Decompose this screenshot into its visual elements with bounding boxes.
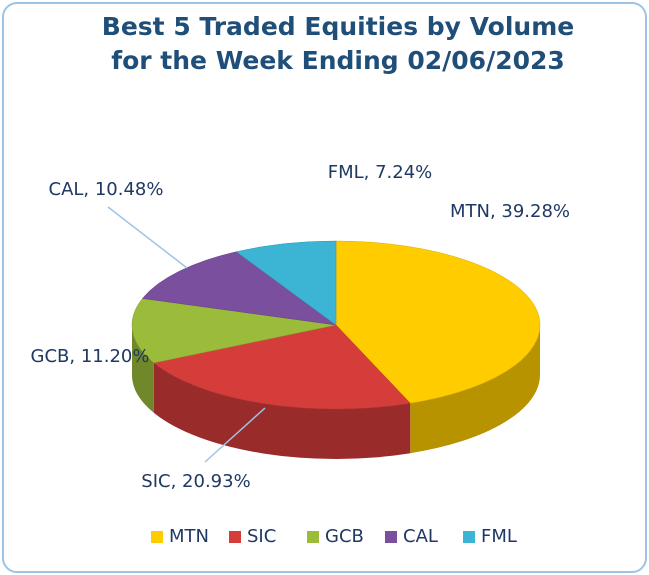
chart-title: Best 5 Traded Equities by Volume <box>102 12 574 41</box>
legend-label: CAL <box>403 526 438 547</box>
pie-slice <box>235 240 337 326</box>
legend-label: FML <box>481 526 517 547</box>
pie-sides <box>132 325 541 459</box>
pie <box>131 240 541 459</box>
data-label: FML, 7.24% <box>328 162 433 183</box>
pie-slice <box>141 251 337 326</box>
pie-slice <box>335 240 541 404</box>
legend-swatch <box>385 531 397 543</box>
data-label: SIC, 20.93% <box>141 471 250 492</box>
legend-label: MTN <box>169 526 209 547</box>
chart-title: for the Week Ending 02/06/2023 <box>111 46 565 75</box>
pie-tops <box>131 240 541 410</box>
data-label: CAL, 10.48% <box>49 179 164 200</box>
slice-side <box>153 362 411 459</box>
leader-line <box>107 206 188 269</box>
legend-swatch <box>307 531 319 543</box>
legend-swatch <box>229 531 241 543</box>
legend-label: GCB <box>325 526 364 547</box>
legend-swatch <box>463 531 475 543</box>
legend-label: SIC <box>247 526 276 547</box>
data-label: GCB, 11.20% <box>31 346 150 367</box>
slice-side <box>410 325 541 454</box>
leader-line <box>204 407 266 463</box>
slice-side <box>132 325 154 413</box>
pie-slice <box>131 298 337 364</box>
pie-slice <box>153 324 411 410</box>
data-label: MTN, 39.28% <box>450 201 570 222</box>
legend-swatch <box>151 531 163 543</box>
